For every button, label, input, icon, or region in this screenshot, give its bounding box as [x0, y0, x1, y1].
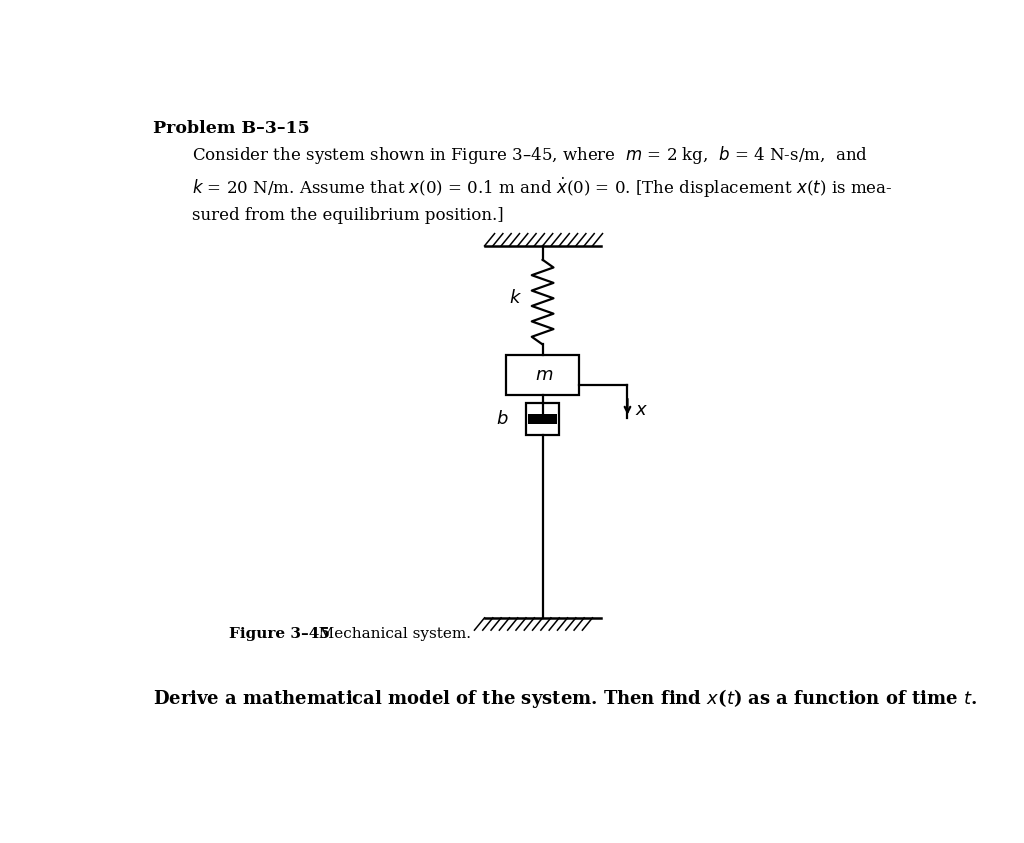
Text: Mechanical system.: Mechanical system. — [304, 627, 471, 641]
Text: Derive a mathematical model of the system. Then find $x$($t$) as a function of t: Derive a mathematical model of the syste… — [153, 687, 977, 710]
Text: $b$: $b$ — [496, 411, 509, 428]
Text: $k$: $k$ — [509, 289, 522, 308]
Bar — [528, 414, 557, 424]
Bar — [506, 355, 580, 395]
Text: Consider the system shown in Figure 3–45, where  $m$ = 2 kg,  $b$ = 4 N‑s/m,  an: Consider the system shown in Figure 3–45… — [191, 143, 892, 223]
Text: $x$: $x$ — [635, 401, 648, 419]
Text: $m$: $m$ — [535, 366, 553, 384]
Text: Problem B–3–15: Problem B–3–15 — [153, 121, 309, 137]
Text: Figure 3–45: Figure 3–45 — [228, 627, 330, 641]
Bar — [526, 403, 559, 435]
